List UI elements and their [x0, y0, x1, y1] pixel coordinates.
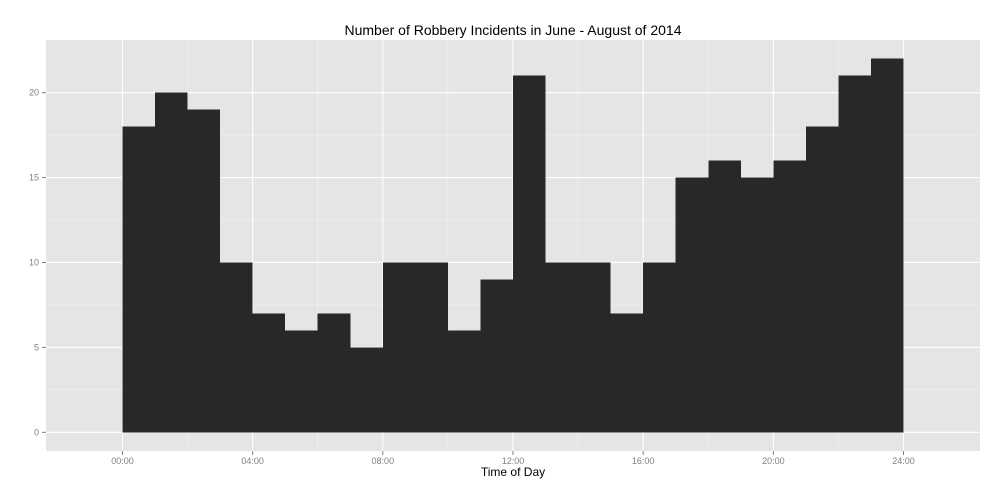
y-axis: 0 5 10 15 20 — [29, 88, 46, 437]
bar — [773, 160, 806, 433]
x-tick-label: 20:00 — [762, 456, 785, 466]
bar — [578, 262, 611, 433]
y-tick-label: 5 — [34, 342, 39, 352]
bar — [382, 262, 416, 433]
bar — [415, 262, 448, 433]
bar — [708, 160, 741, 433]
bar — [350, 347, 383, 433]
bar — [870, 58, 904, 433]
bar — [545, 262, 579, 433]
bar — [447, 330, 481, 433]
bar — [122, 126, 156, 433]
chart-title: Number of Robbery Incidents in June - Au… — [345, 22, 682, 38]
x-tick-label: 08:00 — [372, 456, 395, 466]
bar — [610, 313, 644, 433]
y-tick-label: 20 — [29, 88, 39, 98]
x-axis: 00:00 04:00 08:00 12:00 16:00 20:00 24:00 — [111, 451, 915, 466]
bar — [317, 313, 351, 433]
bar — [513, 75, 546, 433]
y-tick-label: 15 — [29, 173, 39, 183]
bar — [252, 313, 286, 433]
bars — [122, 58, 904, 433]
x-tick-label: 16:00 — [632, 456, 655, 466]
y-tick-label: 0 — [34, 427, 39, 437]
bar — [805, 126, 839, 433]
bar — [187, 109, 221, 433]
bar — [285, 330, 318, 433]
y-tick-label: 10 — [29, 257, 39, 267]
bar — [838, 75, 871, 433]
bar — [480, 279, 513, 433]
bar — [675, 177, 709, 433]
bar — [155, 92, 188, 433]
bar — [220, 262, 253, 433]
x-tick-label: 04:00 — [241, 456, 264, 466]
bar — [643, 262, 676, 433]
x-tick-label: 12:00 — [502, 456, 525, 466]
x-tick-label: 24:00 — [892, 456, 915, 466]
x-axis-title: Time of Day — [481, 465, 545, 479]
x-tick-label: 00:00 — [111, 456, 134, 466]
bar — [740, 177, 774, 433]
